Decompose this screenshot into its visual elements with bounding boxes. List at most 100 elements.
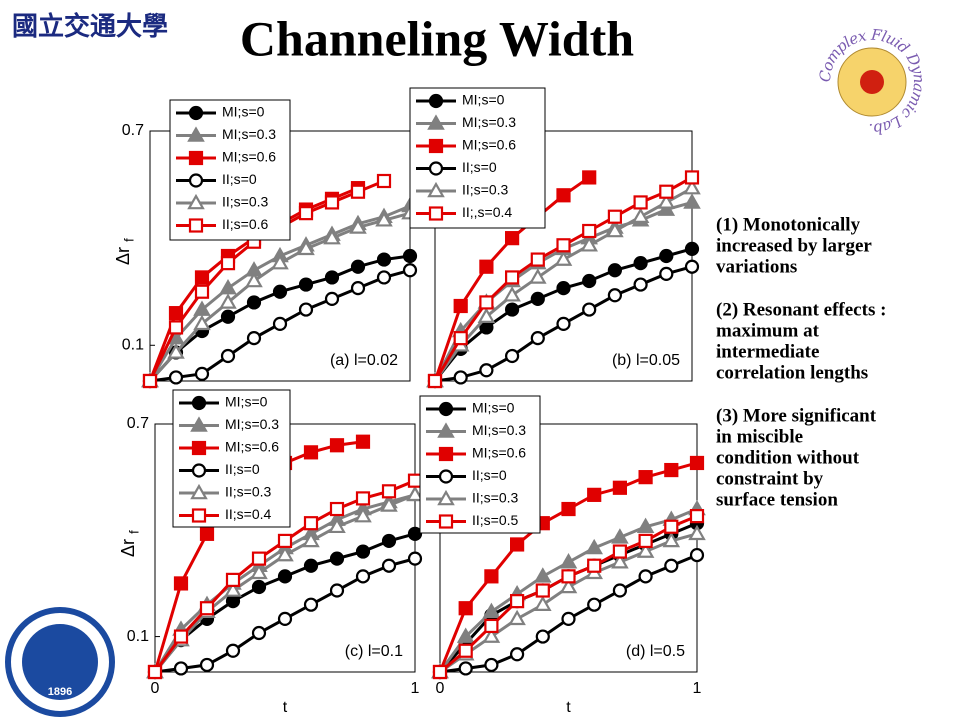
marker [191, 440, 207, 456]
marker [612, 544, 628, 559]
marker [633, 277, 648, 292]
marker [302, 531, 320, 548]
marker [251, 625, 267, 641]
marker [246, 331, 262, 346]
legend-label: II;s=0 [225, 461, 260, 477]
marker [530, 331, 545, 346]
y-tick-label: 0.7 [127, 415, 149, 432]
marker [612, 480, 628, 495]
marker [458, 661, 473, 676]
marker [561, 611, 576, 626]
marker [484, 569, 499, 584]
marker [458, 643, 473, 658]
marker [191, 508, 207, 523]
y-axis-label: Δr [113, 247, 133, 265]
marker [324, 291, 340, 306]
marker [689, 547, 705, 563]
legend-label: MI;s=0.3 [472, 422, 526, 438]
marker [298, 302, 314, 317]
marker [484, 618, 499, 634]
marker [580, 236, 598, 252]
marker [684, 259, 700, 274]
marker [199, 657, 215, 673]
chart: (b) l=0.05 MI;s=0 MI;s=0.3 MI;s=0.6 II;s=0 II… [409, 87, 701, 389]
marker [199, 601, 215, 616]
marker [505, 231, 520, 246]
annotation: (d) l=0.5 [626, 643, 685, 660]
marker [168, 320, 184, 335]
marker [272, 316, 288, 331]
marker [582, 302, 597, 317]
marker [220, 348, 236, 364]
marker [479, 363, 494, 378]
marker [482, 627, 501, 643]
marker [482, 602, 501, 619]
legend-label: MI;s=0 [472, 400, 515, 416]
marker [329, 583, 345, 598]
legend-box [419, 395, 541, 534]
marker [561, 569, 576, 584]
marker [438, 469, 454, 484]
marker [381, 558, 397, 573]
marker [245, 271, 263, 288]
marker [556, 238, 571, 253]
marker [657, 193, 676, 209]
marker [251, 579, 267, 595]
marker [225, 643, 241, 658]
marker [438, 446, 454, 462]
marker [194, 366, 210, 381]
marker [633, 195, 648, 210]
marker [633, 256, 648, 271]
marker [329, 501, 345, 517]
logo-left-text: 國立交通大學 [12, 11, 168, 42]
marker [428, 93, 444, 109]
marker [582, 223, 597, 239]
note-line: correlation lengths [716, 362, 868, 383]
marker [479, 259, 494, 274]
marker [190, 416, 208, 432]
marker [437, 422, 455, 438]
marker [225, 572, 241, 587]
marker [428, 138, 444, 154]
marker [587, 558, 602, 573]
marker [554, 250, 573, 266]
marker [219, 293, 237, 309]
marker [173, 629, 189, 644]
marker [683, 193, 701, 209]
legend-label: MI;s=0.6 [472, 445, 526, 461]
marker [376, 270, 392, 285]
marker [503, 286, 521, 302]
marker [376, 173, 392, 189]
marker [193, 314, 211, 331]
marker [277, 611, 293, 626]
marker [688, 524, 706, 541]
marker [659, 184, 674, 199]
marker [636, 542, 655, 558]
marker [194, 270, 210, 285]
marker [664, 462, 679, 478]
x-tick-label: 0 [151, 680, 160, 697]
marker [173, 576, 189, 591]
legend-label: II;s=0.3 [472, 490, 519, 506]
legend-label: II;s=0.3 [225, 484, 272, 500]
marker [556, 281, 571, 296]
marker [612, 583, 628, 598]
marker [303, 597, 319, 612]
legend-label: II;s=0 [462, 159, 497, 175]
logo-bottom-year: 1896 [48, 686, 72, 698]
marker [224, 581, 242, 597]
marker [664, 519, 679, 534]
marker [484, 657, 499, 673]
marker [407, 551, 423, 566]
marker [428, 161, 444, 176]
annotation: (a) l=0.02 [330, 352, 398, 369]
y-tick-label: 0.1 [127, 628, 149, 645]
marker [611, 528, 629, 544]
marker [530, 291, 545, 306]
note-line: surface tension [716, 489, 838, 510]
marker [606, 221, 624, 238]
marker [355, 434, 371, 449]
x-tick-label: 1 [411, 680, 420, 697]
marker [271, 254, 289, 270]
marker [689, 509, 705, 524]
